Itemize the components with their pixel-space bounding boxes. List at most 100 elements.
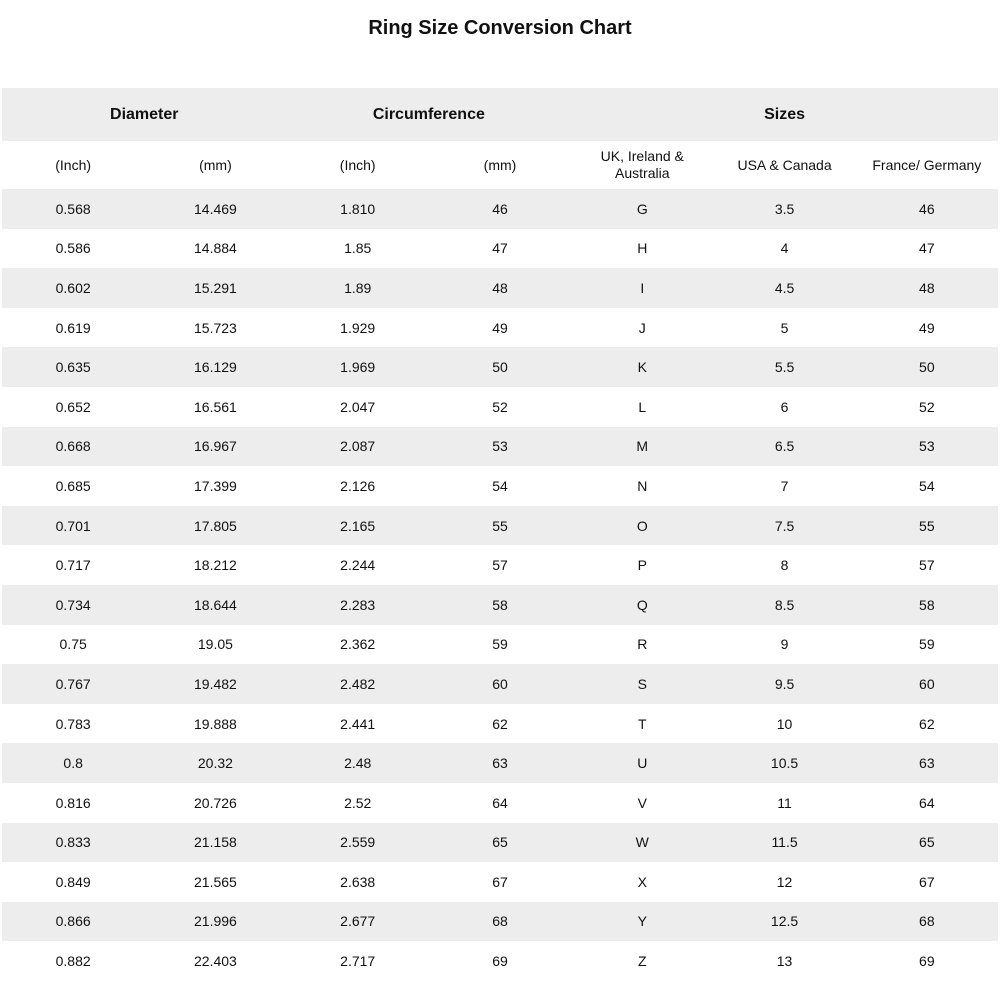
table-row: 0.717 18.212 2.244 57 P 8 57 [2,545,998,585]
cell-diameter-inch: 0.816 [55,794,91,811]
cell-diameter-mm: 21.565 [194,873,237,890]
cell-circumference-inch: 1.89 [344,279,372,296]
cell-diameter-mm: 19.888 [194,715,237,732]
cell-diameter-mm: 21.996 [194,913,237,930]
cell-uk-size: M [636,438,649,455]
cell-usa-size: 6.5 [774,438,795,455]
cell-diameter-mm: 20.32 [197,755,233,772]
cell-circumference-inch: 2.677 [340,913,376,930]
cell-usa-size: 13 [776,953,793,970]
cell-circumference-mm: 68 [492,913,508,930]
cell-diameter-inch: 0.75 [59,636,87,653]
cell-circumference-mm: 49 [492,319,508,336]
cell-circumference-mm: 48 [492,279,508,296]
cell-france-size: 47 [919,240,935,257]
cell-circumference-mm: 50 [492,359,508,376]
cell-circumference-inch: 2.638 [340,873,376,890]
cell-diameter-mm: 19.05 [197,636,233,653]
cell-uk-size: N [637,477,648,494]
table-row: 0.8 20.32 2.48 63 U 10.5 63 [2,743,998,783]
column-header-usa: USA & Canada [713,141,856,189]
cell-diameter-mm: 19.482 [194,675,237,692]
group-header-sizes: Sizes [571,88,998,141]
table-row: 0.652 16.561 2.047 52 L 6 52 [2,387,998,427]
cell-uk-size: T [637,715,647,732]
cell-france-size: 64 [919,794,935,811]
table-row: 0.668 16.967 2.087 53 M 6.5 53 [2,426,998,467]
cell-diameter-inch: 0.568 [55,200,91,217]
table-row: 0.882 22.403 2.717 69 Z 13 69 [2,941,998,981]
cell-france-size: 69 [919,953,935,970]
cell-usa-size: 4.5 [774,279,795,296]
cell-usa-size: 11 [777,794,792,811]
cell-usa-size: 8.5 [774,596,795,613]
table-row: 0.685 17.399 2.126 54 N 7 54 [2,466,998,506]
cell-circumference-mm: 55 [492,517,508,534]
table-row: 0.602 15.291 1.89 48 I 4.5 48 [2,268,998,308]
table-row: 0.734 18.644 2.283 58 Q 8.5 58 [2,584,998,625]
cell-france-size: 60 [919,675,935,692]
cell-circumference-inch: 2.362 [340,636,376,653]
cell-circumference-inch: 2.087 [340,438,376,455]
table-row: 0.586 14.884 1.85 47 H 4 47 [2,229,998,269]
cell-circumference-inch: 2.717 [340,953,376,970]
cell-circumference-mm: 63 [492,755,508,772]
cell-circumference-mm: 57 [492,557,508,574]
cell-france-size: 62 [919,715,935,732]
cell-circumference-inch: 1.810 [340,200,376,217]
cell-circumference-inch: 2.165 [340,517,376,534]
cell-circumference-inch: 2.52 [344,794,372,811]
column-header-diameter-mm: (mm) [144,141,287,189]
group-header-row: Diameter Circumference Sizes [2,88,998,141]
cell-diameter-inch: 0.783 [55,715,91,732]
cell-circumference-inch: 2.48 [344,755,372,772]
cell-diameter-inch: 0.586 [55,240,91,257]
cell-uk-size: L [638,398,647,415]
cell-diameter-inch: 0.8 [63,755,83,772]
cell-circumference-mm: 59 [492,636,508,653]
cell-france-size: 53 [919,438,935,455]
cell-diameter-mm: 18.644 [194,596,237,613]
cell-uk-size: Z [637,953,647,970]
table-row: 0.701 17.805 2.165 55 O 7.5 55 [2,505,998,546]
cell-circumference-mm: 60 [492,675,508,692]
cell-usa-size: 7.5 [774,517,795,534]
cell-france-size: 63 [919,755,935,772]
cell-france-size: 48 [919,279,935,296]
cell-uk-size: J [638,319,646,336]
column-header-uk-label: UK, Ireland & Australia [600,148,684,181]
table-row: 0.767 19.482 2.482 60 S 9.5 60 [2,664,998,704]
column-header-row: (Inch) (mm) (Inch) (mm) UK, Ireland & Au… [2,141,998,189]
cell-usa-size: 5 [780,319,789,336]
cell-diameter-inch: 0.866 [55,913,91,930]
ring-size-table: Diameter Circumference Sizes (Inch) (mm)… [2,88,998,981]
table-row: 0.849 21.565 2.638 67 X 12 67 [2,862,998,902]
cell-diameter-mm: 15.291 [194,279,237,296]
cell-usa-size: 7 [780,477,789,494]
group-header-circumference: Circumference [286,88,572,141]
cell-circumference-inch: 1.85 [344,240,372,257]
cell-diameter-mm: 17.805 [194,517,237,534]
table-row: 0.816 20.726 2.52 64 V 11 64 [2,783,998,823]
cell-usa-size: 8 [780,557,789,574]
cell-france-size: 50 [919,359,935,376]
table-row: 0.866 21.996 2.677 68 Y 12.5 68 [2,901,998,942]
cell-uk-size: X [637,873,647,890]
column-header-circumference-mm: (mm) [428,141,572,189]
cell-diameter-inch: 0.849 [55,873,91,890]
cell-circumference-mm: 62 [492,715,508,732]
cell-diameter-mm: 16.129 [194,359,237,376]
cell-diameter-inch: 0.619 [55,319,91,336]
cell-france-size: 49 [919,319,935,336]
cell-circumference-inch: 2.244 [340,557,376,574]
table-row: 0.568 14.469 1.810 46 G 3.5 46 [2,189,998,229]
cell-diameter-mm: 18.212 [194,557,237,574]
cell-france-size: 67 [919,873,935,890]
cell-diameter-mm: 14.469 [194,200,237,217]
cell-circumference-inch: 1.969 [340,359,376,376]
column-header-circumference-inch: (Inch) [286,141,429,189]
cell-circumference-mm: 52 [492,398,508,415]
cell-usa-size: 6 [780,398,789,415]
cell-uk-size: G [636,200,648,217]
cell-diameter-inch: 0.635 [55,359,91,376]
